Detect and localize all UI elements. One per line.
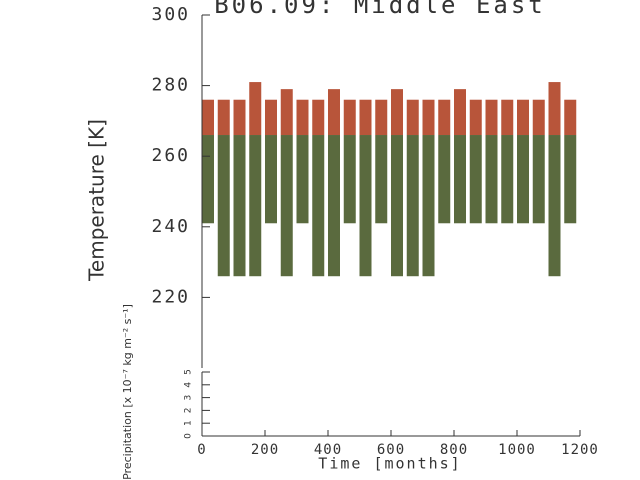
bar-lower xyxy=(343,135,356,224)
y-tick-label: 5 xyxy=(184,369,194,375)
bar-upper xyxy=(328,89,340,136)
y-tick-label: 3 xyxy=(184,395,194,401)
y-tick-label: 4 xyxy=(184,382,194,388)
bar-lower xyxy=(217,135,230,277)
bar-lower xyxy=(391,135,403,277)
bar-lower xyxy=(265,135,277,224)
bar-lower xyxy=(296,135,309,224)
bar-upper xyxy=(391,89,403,136)
bar-upper xyxy=(548,82,561,136)
bar-upper xyxy=(233,99,246,136)
x-tick-label: 1200 xyxy=(561,442,599,458)
bar-upper xyxy=(202,99,214,136)
bar-upper xyxy=(501,99,514,136)
bar-lower xyxy=(249,135,262,277)
bar-lower xyxy=(454,135,466,224)
bar-upper xyxy=(454,89,466,136)
bar-lower xyxy=(406,135,419,277)
bar-lower xyxy=(233,135,246,277)
bar-lower xyxy=(438,135,451,224)
bar-lower xyxy=(280,135,293,277)
bar-upper xyxy=(265,99,277,136)
bar-upper xyxy=(469,99,482,136)
x-tick-label: 200 xyxy=(251,442,279,458)
bar-upper xyxy=(249,82,262,136)
bar-lower xyxy=(328,135,340,277)
bar-upper xyxy=(280,89,293,136)
bar-lower xyxy=(422,135,435,277)
x-axis-label: Time [months] xyxy=(318,455,461,473)
y-tick-label: 0 xyxy=(184,433,194,439)
y-tick-label: 260 xyxy=(151,145,190,166)
bar-upper xyxy=(343,99,356,136)
bar-upper xyxy=(312,99,325,136)
chart-title: B06.09: Middle East xyxy=(214,0,546,19)
bar-upper xyxy=(359,99,372,136)
bar-lower xyxy=(548,135,561,277)
x-tick-label: 1000 xyxy=(498,442,536,458)
bar-lower xyxy=(202,135,214,224)
bar-upper xyxy=(375,99,388,136)
bar-upper xyxy=(564,99,577,136)
bar-upper xyxy=(296,99,309,136)
bar-upper xyxy=(485,99,498,136)
x-tick-label: 0 xyxy=(197,442,206,458)
bar-lower xyxy=(532,135,545,224)
bar-upper xyxy=(532,99,545,136)
y-tick-label: 1 xyxy=(184,420,194,426)
x-tick-label: 600 xyxy=(377,442,405,458)
x-tick-label: 800 xyxy=(440,442,468,458)
y-tick-label: 280 xyxy=(151,75,190,96)
bar-upper xyxy=(217,99,230,136)
bar-lower xyxy=(485,135,498,224)
bar-lower xyxy=(312,135,325,277)
y-axis-label: Temperature [K] xyxy=(85,119,109,282)
y-tick-label: 300 xyxy=(151,4,190,25)
x-tick-label: 400 xyxy=(314,442,342,458)
bar-lower xyxy=(469,135,482,224)
bar-upper xyxy=(422,99,435,136)
bar-lower xyxy=(501,135,514,224)
bar-upper xyxy=(406,99,419,136)
bar-lower xyxy=(359,135,372,277)
bar-lower xyxy=(564,135,577,224)
y-tick-label: 240 xyxy=(151,216,190,237)
bar-upper xyxy=(517,99,529,136)
bar-upper xyxy=(438,99,451,136)
y-tick-label: 220 xyxy=(151,286,190,307)
y-tick-label: 2 xyxy=(184,408,194,414)
bar-lower xyxy=(517,135,529,224)
bar-lower xyxy=(375,135,388,224)
y-axis-label: Precipitation [x 10⁻⁷ kg m⁻² s⁻¹] xyxy=(121,304,134,480)
